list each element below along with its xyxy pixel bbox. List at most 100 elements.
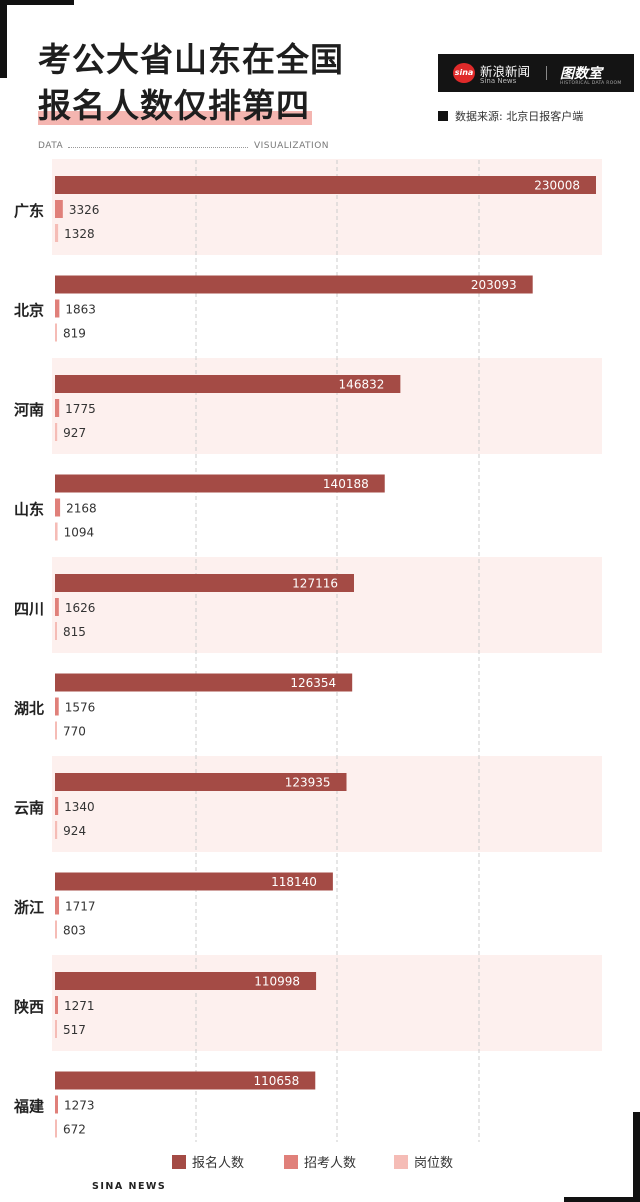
data-label-registrants: 127116 (292, 577, 338, 591)
bar-positions (55, 522, 58, 541)
data-label-recruits: 1626 (65, 601, 96, 615)
data-label-positions: 517 (63, 1023, 86, 1037)
category-label: 浙江 (14, 899, 44, 917)
visualization-label: VISUALIZATION (254, 141, 330, 151)
bar-positions (55, 323, 57, 342)
source-text: 数据来源: 北京日报客户端 (455, 110, 584, 123)
brand-partner: 图数室 (560, 66, 602, 82)
bar-positions (55, 224, 59, 242)
bar-registrants (55, 773, 347, 791)
bar-registrants (55, 972, 317, 990)
title-line-1: 考公大省山东在全国 (38, 40, 344, 79)
bar-positions (55, 1119, 57, 1138)
data-label-positions: 672 (63, 1123, 86, 1137)
brand-divider (546, 66, 547, 80)
legend-item-recruits: 招考人数 (284, 1152, 356, 1171)
data-source: 数据来源: 北京日报客户端 (438, 108, 583, 124)
data-label-recruits: 1717 (65, 900, 96, 914)
footer-label: SINA NEWS (92, 1181, 167, 1192)
bar-recruits (55, 797, 59, 815)
data-label-recruits: 1273 (64, 1099, 95, 1113)
legend-item-registrants: 报名人数 (172, 1152, 244, 1171)
corner-mark-bottom-right-h (564, 1197, 640, 1202)
data-label-recruits: 1271 (64, 999, 95, 1013)
row-band (52, 557, 602, 653)
data-label-positions: 770 (63, 725, 86, 739)
brand-name: 新浪新闻 (480, 64, 531, 79)
bar-positions (55, 721, 57, 740)
bar-registrants (55, 275, 533, 294)
data-label-recruits: 1863 (65, 303, 96, 317)
bar-positions (55, 920, 57, 939)
data-label-registrants: 126354 (290, 676, 336, 690)
bar-registrants (55, 176, 596, 194)
title-line-2: 报名人数仅排第四 (38, 86, 312, 125)
row-band (52, 358, 602, 454)
bar-positions (55, 1020, 57, 1038)
source-square-icon (438, 111, 448, 121)
row-band (52, 756, 602, 852)
data-label-registrants: 110998 (254, 975, 300, 989)
bar-recruits (55, 1095, 58, 1114)
data-label-registrants: 118140 (271, 875, 317, 889)
bar-positions (55, 423, 58, 441)
bar-recruits (55, 697, 59, 716)
category-label: 云南 (14, 799, 44, 817)
bar-recruits (55, 996, 58, 1014)
bar-positions (55, 622, 57, 640)
row-band (52, 159, 602, 255)
data-label-positions: 819 (63, 327, 86, 341)
bar-recruits (55, 200, 63, 218)
data-label-registrants: 140188 (323, 477, 369, 491)
dotted-divider (68, 147, 248, 148)
data-label-registrants: 203093 (471, 278, 517, 292)
bar-recruits (55, 896, 60, 915)
category-label: 福建 (13, 1098, 45, 1116)
category-label: 北京 (14, 302, 44, 320)
data-label-registrants: 123935 (285, 776, 331, 790)
row-band (52, 955, 602, 1051)
bar-recruits (55, 299, 60, 318)
data-label-recruits: 1576 (65, 701, 96, 715)
legend-swatch-registrants (172, 1155, 186, 1169)
data-label-positions: 1094 (64, 526, 95, 540)
data-label-positions: 924 (63, 824, 86, 838)
bar-registrants (55, 375, 401, 393)
bar-registrants (55, 673, 353, 692)
category-label: 湖北 (14, 700, 44, 718)
brand-partner-sub: HISTORICAL DATA ROOM (560, 81, 622, 86)
data-label-positions: 1328 (64, 227, 95, 241)
corner-mark-top-left (0, 0, 7, 78)
data-label-registrants: 230008 (534, 179, 580, 193)
data-label-positions: 927 (63, 426, 86, 440)
bar-registrants (55, 574, 354, 592)
bar-registrants (55, 872, 333, 891)
data-label-recruits: 2168 (66, 502, 97, 516)
legend-item-positions: 岗位数 (394, 1152, 453, 1171)
data-label-recruits: 3326 (69, 203, 100, 217)
data-label: DATA (38, 141, 64, 151)
bar-recruits (55, 598, 59, 616)
brand-banner: sina 新浪新闻 Sina News 图数室 HISTORICAL DATA … (438, 54, 634, 92)
sina-logo-icon: sina (453, 63, 475, 83)
data-label-recruits: 1340 (64, 800, 95, 814)
bar-recruits (55, 399, 60, 417)
bar-recruits (55, 498, 61, 517)
bar-positions (55, 821, 58, 839)
category-label: 陕西 (14, 998, 44, 1016)
data-label-registrants: 146832 (339, 378, 385, 392)
data-label-recruits: 1775 (65, 402, 96, 416)
bar-registrants (55, 1071, 316, 1090)
legend-label-recruits: 招考人数 (304, 1156, 357, 1171)
data-label-registrants: 110658 (253, 1074, 299, 1088)
legend-label-registrants: 报名人数 (192, 1156, 245, 1171)
corner-mark-top-left-h (0, 0, 74, 5)
category-label: 河南 (14, 401, 44, 419)
legend-swatch-recruits (284, 1155, 298, 1169)
category-label: 四川 (14, 600, 44, 618)
corner-mark-bottom-right (633, 1112, 640, 1202)
legend-swatch-positions (394, 1155, 408, 1169)
data-label-positions: 803 (63, 924, 86, 938)
category-label: 山东 (14, 501, 44, 519)
